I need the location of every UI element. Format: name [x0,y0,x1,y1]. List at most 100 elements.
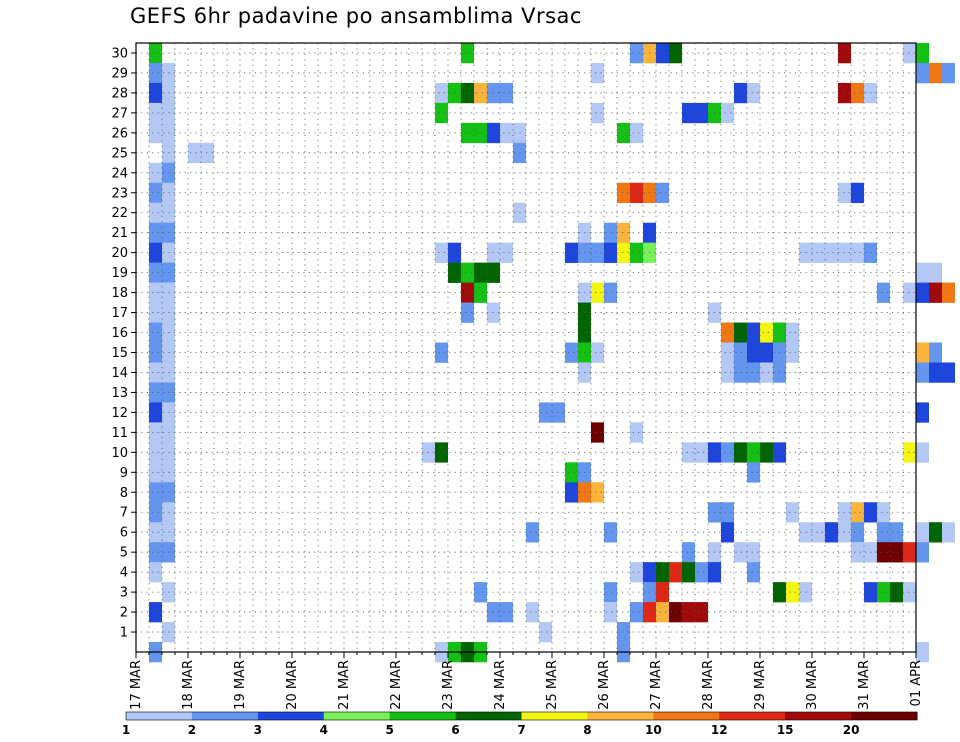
y-tick-label: 9 [120,466,128,481]
legend-swatch [521,712,588,720]
heatmap-cell [591,62,604,84]
heatmap-cell [942,282,955,303]
heatmap-cell [461,82,474,104]
heatmap-cell [474,282,487,303]
y-tick-label: 2 [120,606,128,621]
heatmap-cell [604,242,617,263]
heatmap-cell [877,282,890,303]
heatmap-cell [929,522,942,543]
y-tick-label: 14 [111,366,128,381]
heatmap-cell [500,122,513,144]
heatmap-cell [149,122,162,144]
x-tick-label: 01 APR [909,660,924,706]
heatmap-cell [591,342,604,363]
legend-frame [125,711,918,721]
heatmap-cell [747,362,760,383]
heatmap-cell [591,422,604,443]
heatmap-cell [565,342,578,363]
heatmap-cell [929,262,942,283]
heatmap-cell [617,242,630,263]
heatmap-cell [734,362,747,383]
x-tick-label: 29 MAR [753,660,768,710]
heatmap-cell [474,82,487,104]
heatmap-cell [747,442,760,463]
x-tick-label: 30 MAR [805,660,820,710]
heatmap-cell [630,602,643,623]
heatmap-cell [747,562,760,583]
heatmap-cell [669,602,682,623]
heatmap-cell [942,522,955,543]
heatmap-cell [656,43,669,64]
heatmap-cell [630,562,643,583]
heatmap-cell [851,82,864,104]
legend-label: 10 [645,723,662,737]
x-tick-label: 23 MAR [441,660,456,710]
legend-label: 1 [122,723,130,737]
legend-swatch [653,712,720,720]
heatmap-cell [461,282,474,303]
heatmap-cell [721,502,734,523]
y-tick-label: 3 [120,586,128,601]
heatmap-cell [916,342,929,363]
heatmap-cell [786,502,799,523]
heatmap-cell [435,82,448,104]
heatmap-cell [149,402,162,423]
legend-label: 15 [777,723,794,737]
legend-swatch [785,712,852,720]
heatmap-cell [786,322,799,343]
x-tick-label: 17 MAR [129,660,144,710]
x-tick-label: 27 MAR [649,660,664,710]
heatmap-cell [201,142,214,164]
heatmap-cell [149,322,162,343]
y-tick-label: 18 [111,286,128,301]
heatmap-cell [903,542,916,563]
heatmap-cell [461,43,474,64]
heatmap-cell [461,122,474,144]
heatmap-cell [448,262,461,283]
heatmap-cell [591,102,604,124]
y-tick-label: 6 [120,526,128,541]
heatmap-cell [188,142,201,164]
heatmap-cell [539,402,552,423]
heatmap-cell [474,122,487,144]
legend-swatch [389,712,457,720]
heatmap-cell [929,342,942,363]
heatmap-cell [435,102,448,124]
heatmap-cell [656,562,669,583]
heatmap-cell [526,602,539,623]
heatmap-cell [149,562,162,583]
heatmap-cell [682,542,695,563]
heatmap-cell [682,442,695,463]
heatmap-cell [435,442,448,463]
heatmap-cell [695,442,708,463]
heatmap-cell [825,522,838,543]
heatmap-cell [851,522,864,543]
heatmap-cell [721,102,734,124]
y-tick-label: 17 [111,306,128,321]
heatmap-cell [149,242,162,263]
legend-swatch [587,712,654,720]
heatmap-cell [799,522,812,543]
heatmap-cell [734,442,747,463]
heatmap-cell [149,462,162,483]
x-tick-label: 24 MAR [493,660,508,710]
y-tick-label: 13 [111,386,128,401]
heatmap-cell [604,582,617,603]
heatmap-cell [630,422,643,443]
heatmap-cell [812,522,825,543]
heatmap-cell [695,562,708,583]
heatmap-cell [734,342,747,363]
heatmap-cell [760,362,773,383]
heatmap-cell [682,602,695,623]
heatmap-cell [656,582,669,603]
heatmap-cell [149,43,162,64]
heatmap-cell [851,542,864,563]
heatmap-cell [734,542,747,563]
y-tick-label: 8 [120,486,128,501]
legend-label: 12 [711,723,728,737]
y-tick-label: 10 [111,446,128,461]
heatmap-cell [916,402,929,423]
heatmap-cell [149,282,162,303]
x-tick-label: 26 MAR [597,660,612,710]
heatmap-cell [903,282,916,303]
